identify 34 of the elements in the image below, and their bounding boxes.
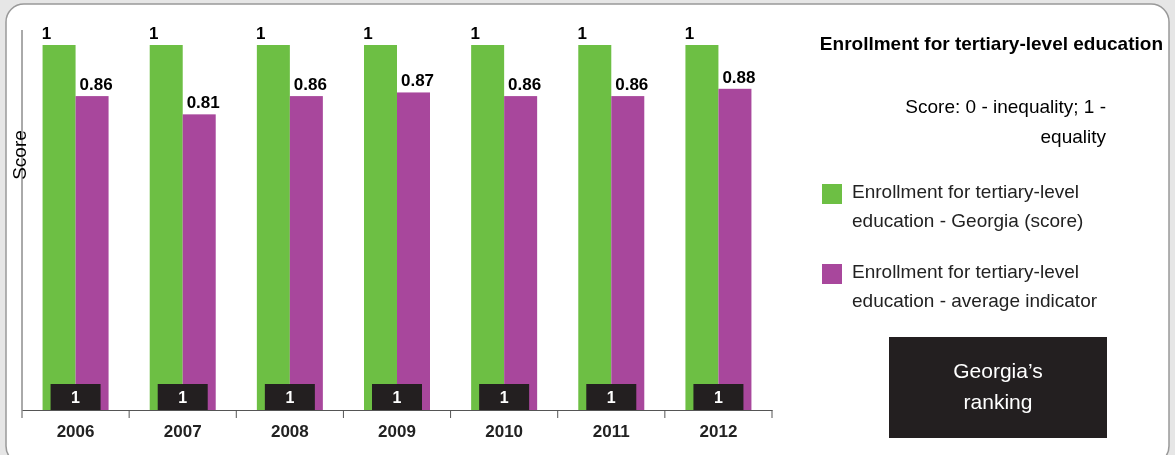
data-label: 0.86: [508, 75, 542, 95]
text: Georgia’s ranking: [953, 359, 1043, 413]
x-tick-label: 2012: [699, 421, 738, 441]
x-tick-label: 2007: [163, 421, 202, 441]
annotation: 1: [499, 389, 509, 406]
x-tick-label: 2009: [378, 421, 416, 441]
data-label: 0.87: [400, 71, 435, 91]
data-label: 1: [577, 24, 588, 43]
data-label: 0.86: [615, 75, 649, 95]
data-label: 1: [684, 24, 695, 43]
annotation: 1: [178, 389, 188, 406]
x-tick-label: 2006: [56, 421, 95, 441]
annotation: 1: [285, 389, 295, 406]
data-label: 0.81: [186, 93, 220, 113]
legend-label: Enrollment for tertiary-level education - average indicator: [852, 261, 1098, 311]
annotation: 1: [606, 389, 616, 406]
data-label: 1: [256, 24, 266, 43]
legend-label: Enrollment for tertiary-level education - Georgia (score): [852, 181, 1084, 231]
annotation: 1: [71, 389, 81, 406]
data-label: 0.86: [293, 75, 327, 95]
text: Score: 0 - inequality; 1 - equality: [905, 96, 1107, 147]
data-label: 1: [148, 24, 159, 43]
text: Enrollment for tertiary-level education: [819, 33, 1163, 54]
x-tick-label: 2011: [592, 421, 630, 441]
data-label: 1: [41, 24, 52, 43]
annotation: 1: [713, 389, 723, 406]
data-label: 0.86: [79, 75, 113, 95]
x-tick-label: 2010: [485, 421, 524, 441]
annotation: 1: [392, 389, 402, 406]
y-axis-title: Score: [9, 130, 30, 180]
data-label: 0.88: [722, 67, 756, 87]
x-tick-label: 2008: [270, 421, 309, 441]
data-label: 1: [363, 24, 373, 43]
data-label: 1: [470, 24, 480, 43]
